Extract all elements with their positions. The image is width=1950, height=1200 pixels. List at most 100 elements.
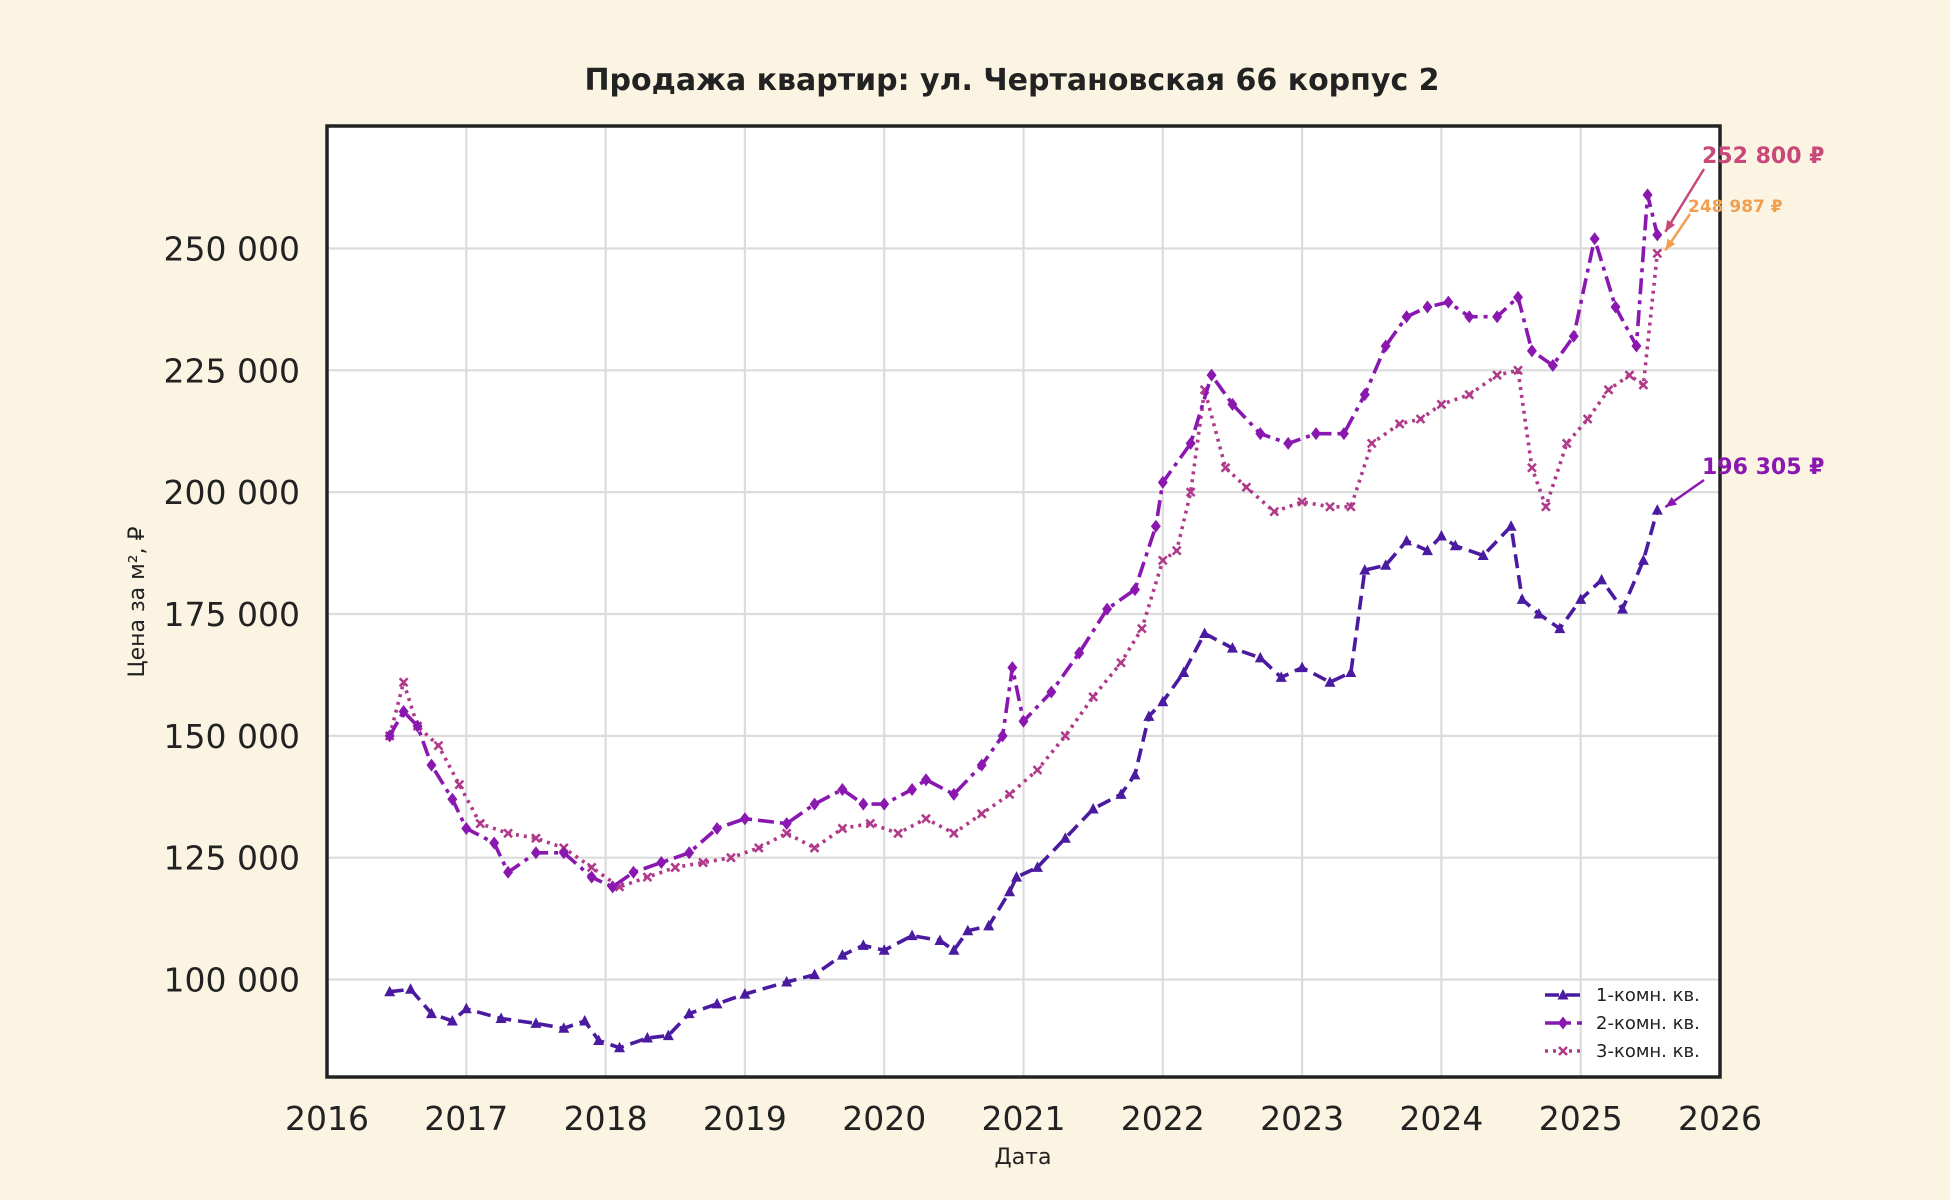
data-point xyxy=(1018,714,1029,728)
data-point xyxy=(1589,232,1600,246)
data-point xyxy=(976,758,987,772)
data-point xyxy=(1554,622,1566,634)
x-tick-label: 2026 xyxy=(1678,1099,1762,1138)
annotation-label: 196 305 ₽ xyxy=(1702,455,1824,480)
y-tick-label: 200 000 xyxy=(164,473,300,512)
data-point xyxy=(1157,695,1169,707)
data-point xyxy=(1380,559,1392,570)
data-point xyxy=(531,833,541,844)
data-point xyxy=(934,934,946,946)
data-point xyxy=(1464,389,1475,400)
legend-label: 3-комн. кв. xyxy=(1596,1041,1700,1062)
annotation-arrowhead xyxy=(1665,496,1678,508)
data-point xyxy=(586,870,597,884)
annotations: 252 800 ₽ 248 987 ₽ 196 305 ₽ xyxy=(1664,144,1824,509)
data-point xyxy=(1297,497,1307,507)
data-point xyxy=(1060,730,1071,741)
data-point xyxy=(628,865,639,879)
data-point xyxy=(837,782,848,796)
x-tick-label: 2020 xyxy=(842,1099,926,1138)
data-point xyxy=(809,797,820,811)
data-point xyxy=(384,729,395,743)
data-point xyxy=(1547,358,1558,372)
grid xyxy=(327,126,1720,1077)
data-point xyxy=(1436,399,1447,410)
legend-label: 1-комн. кв. xyxy=(1596,985,1700,1006)
data-point xyxy=(878,944,890,955)
data-point xyxy=(1637,554,1649,565)
data-point xyxy=(558,1022,570,1033)
data-point xyxy=(781,828,792,839)
data-point xyxy=(426,758,437,772)
data-point xyxy=(1255,427,1266,441)
data-point xyxy=(1582,414,1593,424)
legend-marker xyxy=(1558,1046,1568,1056)
data-point xyxy=(1380,339,1391,353)
data-point xyxy=(579,1014,591,1026)
y-axis-ticks: 100 000 125 000 150 000 175 000 200 000 225 0… xyxy=(164,229,300,999)
data-point xyxy=(1516,593,1528,604)
data-point xyxy=(711,997,723,1009)
data-point xyxy=(739,988,751,999)
data-point xyxy=(670,862,681,873)
data-point xyxy=(997,729,1008,743)
data-point xyxy=(398,704,409,718)
data-point xyxy=(1449,539,1461,551)
data-point xyxy=(1254,651,1266,663)
data-point xyxy=(1129,768,1141,780)
data-point xyxy=(1102,602,1113,616)
series-layer xyxy=(384,188,1663,1053)
annotation-arrowhead xyxy=(1665,238,1676,251)
data-point xyxy=(530,846,541,860)
data-point xyxy=(1596,573,1608,585)
data-point xyxy=(433,740,444,751)
data-point xyxy=(461,821,472,835)
data-point xyxy=(1296,661,1308,673)
data-point xyxy=(1642,188,1653,202)
data-point xyxy=(558,846,569,860)
data-point xyxy=(398,677,409,688)
legend-marker xyxy=(1558,1016,1568,1030)
data-point xyxy=(642,872,653,883)
data-point xyxy=(1007,661,1018,675)
data-point xyxy=(879,797,890,811)
data-point xyxy=(593,1034,605,1045)
data-point xyxy=(1513,290,1524,304)
data-point xyxy=(1088,691,1099,702)
data-point xyxy=(412,719,423,733)
data-point xyxy=(1171,545,1182,556)
annotation-label: 248 987 ₽ xyxy=(1688,197,1783,217)
data-point xyxy=(1185,487,1196,498)
data-point xyxy=(1046,685,1057,699)
data-point xyxy=(1345,666,1357,677)
annotation-label: 252 800 ₽ xyxy=(1702,144,1824,169)
data-point xyxy=(1031,861,1043,872)
data-point xyxy=(1004,789,1015,800)
data-point xyxy=(976,808,987,819)
legend: 1-комн. кв. 2-комн. кв. 3-комн. кв. xyxy=(1545,985,1700,1062)
y-tick-label: 150 000 xyxy=(164,717,300,756)
chart-title: Продажа квартир: ул. Чертановская 66 кор… xyxy=(584,63,1439,98)
legend-label: 2-комн. кв. xyxy=(1596,1013,1700,1034)
data-point xyxy=(1540,501,1551,512)
data-point xyxy=(1345,501,1356,512)
x-tick-label: 2017 xyxy=(424,1099,508,1138)
y-tick-label: 125 000 xyxy=(164,839,300,878)
data-point xyxy=(1401,534,1413,546)
x-tick-label: 2022 xyxy=(1121,1099,1205,1138)
data-point xyxy=(1435,530,1447,541)
data-point xyxy=(1561,438,1572,449)
data-point xyxy=(837,823,848,834)
y-tick-label: 250 000 xyxy=(164,229,300,268)
data-point xyxy=(1421,544,1433,556)
data-point xyxy=(1325,501,1335,512)
data-point xyxy=(662,1029,674,1041)
data-point xyxy=(1324,676,1336,687)
data-point xyxy=(893,828,904,839)
x-tick-label: 2025 xyxy=(1539,1099,1623,1138)
data-point xyxy=(503,828,513,839)
data-point xyxy=(921,813,931,824)
data-point xyxy=(1150,519,1161,533)
data-point xyxy=(1652,228,1663,242)
